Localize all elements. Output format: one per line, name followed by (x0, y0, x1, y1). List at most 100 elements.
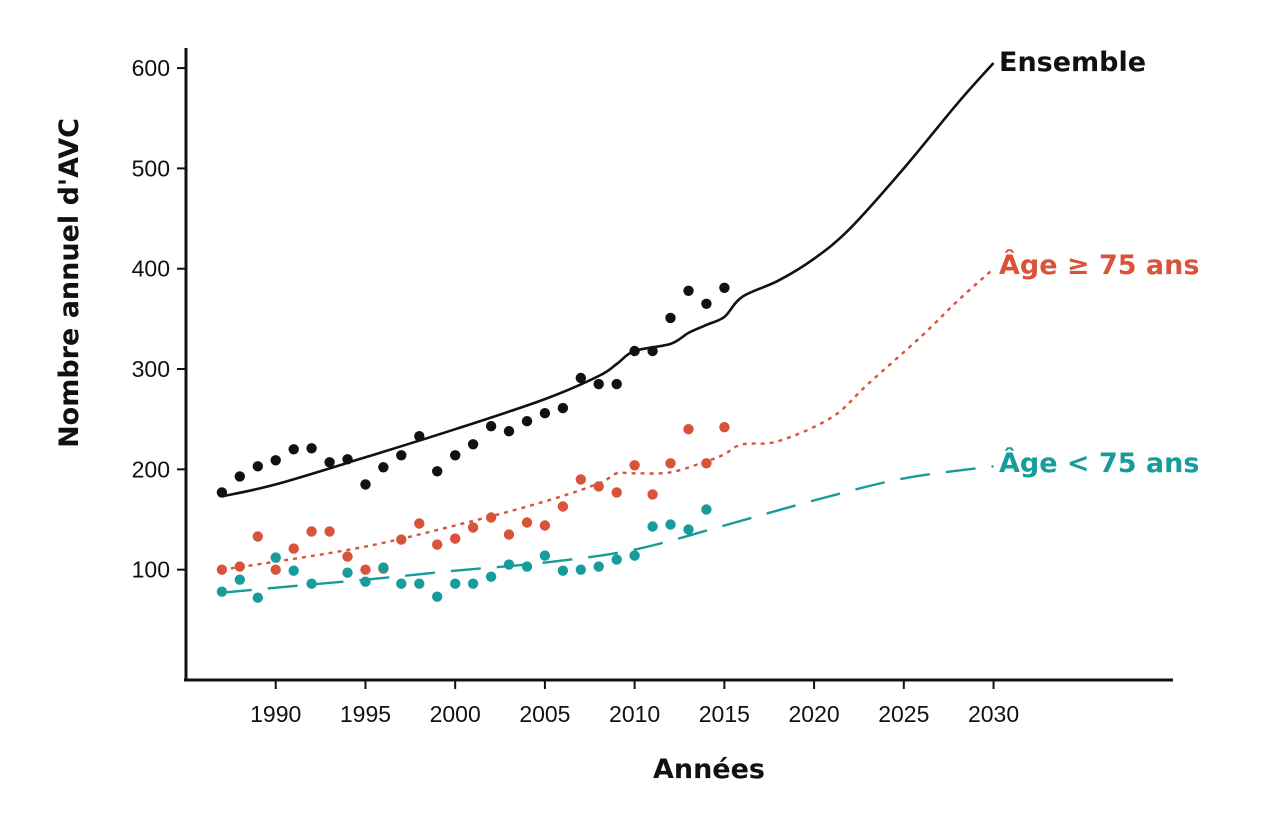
series-1-data-point (360, 564, 371, 575)
x-tick-label: 2020 (789, 701, 840, 727)
series-0-data-point (396, 450, 407, 461)
series-0-data-point (521, 416, 533, 427)
series-1-data-point (234, 561, 245, 572)
series-1-data-point (557, 501, 569, 512)
series-2-data-point (539, 550, 551, 561)
x-tick-label: 2000 (430, 701, 481, 727)
series-label-age-75-plus: Âge ≥ 75 ans (999, 249, 1199, 281)
series-0-data-point (665, 312, 676, 324)
series-2-data-point (557, 565, 569, 576)
series-1-data-point (270, 564, 281, 575)
series-2-data-point (216, 586, 228, 597)
series-0-data-point (216, 487, 228, 498)
series-2-data-point (647, 521, 658, 532)
series-1-data-point (450, 533, 461, 544)
series-2-data-point (450, 578, 461, 589)
series-0-data-point (450, 450, 461, 461)
series-0-data-point (432, 466, 443, 477)
series-1-data-point (288, 543, 299, 554)
series-1-data-point (647, 489, 658, 500)
series-1-data-point (683, 424, 694, 435)
y-tick-label: 300 (132, 356, 170, 382)
series-0-data-point (629, 345, 640, 357)
series-0-data-point (467, 439, 479, 450)
x-tick-label: 2010 (609, 701, 660, 727)
series-0-data-point (306, 443, 317, 454)
series-1-data-point (611, 487, 622, 498)
series-0-data-point (414, 431, 425, 442)
series-label-ensemble: Ensemble (999, 47, 1146, 78)
series-2-data-point (306, 578, 317, 589)
series-1-data-point (306, 526, 317, 537)
series-1-data-point (503, 529, 515, 540)
series-2-data-point (575, 564, 586, 575)
series-2-data-point (252, 592, 263, 603)
x-tick-label: 2005 (519, 701, 570, 727)
series-label-age-under-75: Âge < 75 ans (999, 447, 1199, 479)
series-2-data-point (467, 578, 479, 589)
series-1-data-point (252, 531, 263, 542)
series-0-data-point (593, 378, 604, 390)
series-2-data-point (521, 561, 533, 572)
series-2-data-point (665, 519, 676, 530)
series-1-data-point (593, 481, 604, 492)
y-axis-title: Nombre annuel d'AVC (54, 118, 85, 448)
series-2-data-point (288, 565, 299, 576)
y-tick-label: 400 (132, 256, 170, 282)
y-tick-label: 100 (132, 557, 170, 583)
series-1-data-point (342, 551, 353, 562)
series-0-data-point (270, 455, 281, 466)
x-tick-label: 1995 (340, 701, 391, 727)
series-1-data-point (432, 539, 443, 550)
series-2-data-point (629, 550, 640, 561)
series-0-data-point (342, 454, 353, 465)
series-0-data-point (252, 461, 263, 472)
series-0-data-point (683, 285, 694, 296)
series-2-data-point (701, 504, 712, 515)
series-0-data-point (647, 345, 658, 357)
series-0-data-point (485, 421, 497, 432)
x-tick-label: 1990 (250, 701, 301, 727)
series-1-trend-line (221, 267, 995, 571)
series-1-data-point (629, 460, 640, 471)
series-0-data-point (575, 372, 586, 384)
series-0-data-point (503, 426, 515, 437)
series-1-data-point (665, 458, 676, 469)
x-tick-label: 2030 (968, 701, 1019, 727)
series-2-trend-line (221, 465, 994, 594)
series-0-data-point (557, 402, 569, 414)
series-2-data-point (503, 559, 515, 570)
series-1-data-point (414, 518, 425, 529)
y-tick-label: 200 (132, 456, 170, 482)
x-tick-label: 2025 (878, 701, 929, 727)
series-0-data-point (539, 408, 551, 419)
y-tick-label: 600 (132, 55, 170, 81)
series-0-data-point (378, 462, 389, 473)
series-2-data-point (485, 571, 497, 582)
series-2-data-point (396, 578, 407, 589)
series-0-data-point (611, 378, 622, 390)
series-0-data-point (234, 471, 245, 482)
series-2-data-point (611, 554, 622, 565)
series-2-data-point (432, 591, 443, 602)
series-2-data-point (683, 524, 694, 535)
series-2-data-point (593, 561, 604, 572)
series-1-data-point (396, 534, 407, 545)
series-0-data-point (288, 444, 299, 455)
series-2-data-point (378, 562, 389, 573)
series-1-data-point (485, 512, 497, 523)
series-2-data-point (414, 578, 425, 589)
series-0-data-point (360, 479, 371, 490)
series-1-data-point (719, 422, 730, 433)
x-tick-label: 2015 (699, 701, 750, 727)
y-tick-label: 500 (132, 155, 170, 181)
x-axis-title: Années (653, 754, 765, 785)
series-1-data-point (701, 458, 712, 469)
series-0-trend-line (221, 62, 995, 498)
series-0-data-point (324, 457, 335, 468)
series-2-data-point (234, 574, 245, 585)
series-1-data-point (575, 474, 586, 485)
series-1-data-point (467, 522, 479, 533)
series-1-data-point (521, 517, 533, 528)
